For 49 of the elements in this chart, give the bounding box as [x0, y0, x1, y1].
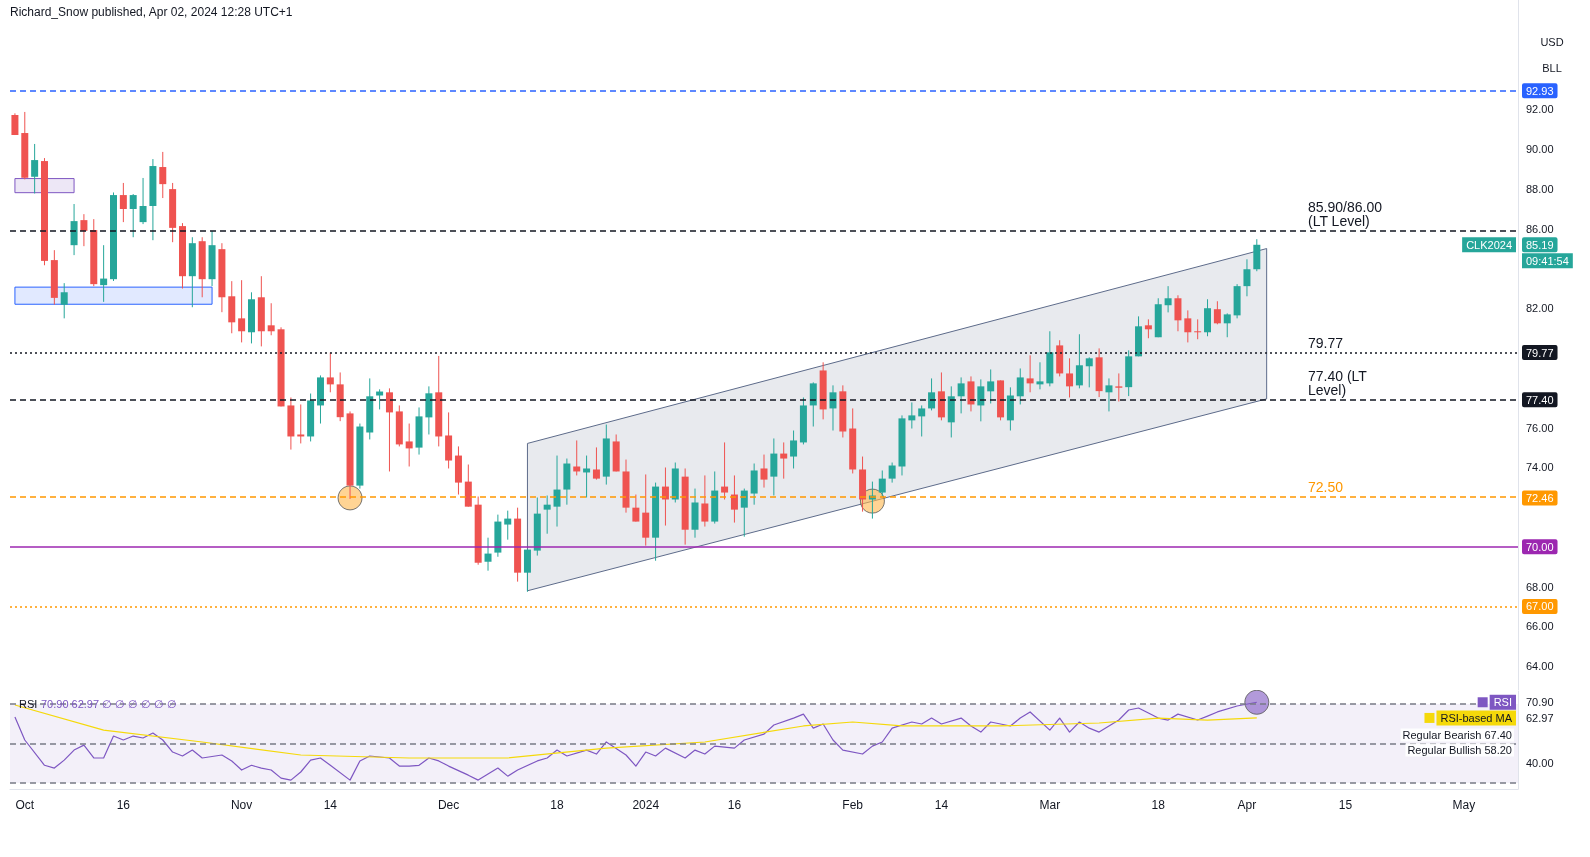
y-tick-label: 88.00: [1526, 182, 1554, 195]
y-tick-label: 70.00: [1526, 540, 1554, 553]
y-tick-label: 86.00: [1526, 222, 1554, 235]
x-tick-label: 14: [934, 798, 949, 812]
y-tick-label: 82.00: [1526, 302, 1554, 315]
y-tick-label: 68.00: [1526, 580, 1554, 593]
legend-label: RSI: [1493, 696, 1512, 709]
x-tick-label: 15: [1338, 798, 1353, 812]
x-tick-label: 18: [550, 798, 565, 812]
y-tick-label: 74.00: [1526, 461, 1554, 474]
ref-line-label: 77.40 (LT Level): [1308, 367, 1371, 398]
x-tick-label: 14: [323, 798, 338, 812]
text: RSI: [19, 697, 38, 710]
y-tick-label: 90.00: [1526, 143, 1554, 156]
y-tick-label: 92.93: [1526, 84, 1554, 97]
y-tick-label: 79.77: [1526, 346, 1554, 359]
x-tick-label: Oct: [15, 798, 35, 812]
y-tick-label: 64.00: [1526, 660, 1554, 673]
text: 09:41:54: [1526, 254, 1569, 267]
ref-line-label: 79.77: [1308, 334, 1344, 351]
y-tick-label: 76.00: [1526, 421, 1554, 434]
x-tick-label: Apr: [1237, 798, 1257, 812]
y-tick-label: 40.00: [1526, 757, 1554, 770]
annotation: Regular Bearish 67.40: [1402, 728, 1512, 741]
y-tick-label: 92.00: [1526, 103, 1554, 116]
annotation: CLK2024: [1466, 238, 1512, 251]
y-tick-label: 72.46: [1526, 491, 1554, 504]
x-tick-label: Dec: [437, 798, 460, 812]
y-tick-label: 77.40: [1526, 393, 1554, 406]
x-tick-label: May: [1452, 798, 1476, 812]
text: BLL: [1542, 61, 1562, 74]
x-tick-label: Feb: [842, 798, 864, 812]
text: USD: [1540, 35, 1564, 48]
x-tick-label: Nov: [230, 798, 253, 812]
y-tick-label: 85.19: [1526, 238, 1554, 251]
y-tick-label: 67.00: [1526, 600, 1554, 613]
y-tick-label: 62.97: [1526, 711, 1554, 724]
legend-label: RSI-based MA: [1440, 711, 1513, 724]
ref-line-label: 72.50: [1308, 479, 1344, 496]
ref-line-label: 85.90/86.00 (LT Level): [1308, 198, 1386, 229]
x-tick-label: 18: [1151, 798, 1166, 812]
y-tick-label: 66.00: [1526, 620, 1554, 633]
x-tick-label: 16: [116, 798, 131, 812]
y-tick-label: 70.90: [1526, 696, 1554, 709]
x-tick-label: 16: [727, 798, 742, 812]
x-tick-label: Mar: [1039, 798, 1061, 812]
annotation: Regular Bullish 58.20: [1407, 743, 1512, 756]
x-tick-label: 2024: [632, 798, 660, 812]
annotation: Richard_Snow published, Apr 02, 2024 12:28 UTC+1: [10, 5, 293, 19]
